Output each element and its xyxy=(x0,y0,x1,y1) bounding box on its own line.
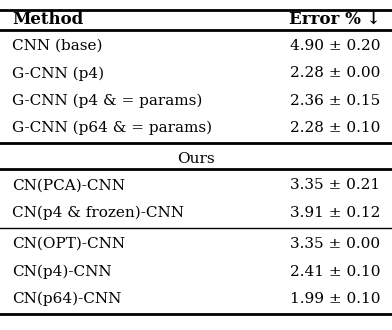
Text: CN(p64)-CNN: CN(p64)-CNN xyxy=(12,292,121,306)
Text: 2.41 ± 0.10: 2.41 ± 0.10 xyxy=(290,265,380,279)
Text: G-CNN (p4): G-CNN (p4) xyxy=(12,66,104,81)
Text: CN(p4 & frozen)-CNN: CN(p4 & frozen)-CNN xyxy=(12,206,184,220)
Text: Ours: Ours xyxy=(177,152,215,166)
Text: CNN (base): CNN (base) xyxy=(12,39,102,53)
Text: 3.91 ± 0.12: 3.91 ± 0.12 xyxy=(290,206,380,220)
Text: 2.28 ± 0.10: 2.28 ± 0.10 xyxy=(290,121,380,135)
Text: 3.35 ± 0.21: 3.35 ± 0.21 xyxy=(290,179,380,192)
Text: 1.99 ± 0.10: 1.99 ± 0.10 xyxy=(290,292,380,306)
Text: CN(PCA)-CNN: CN(PCA)-CNN xyxy=(12,179,125,192)
Text: CN(p4)-CNN: CN(p4)-CNN xyxy=(12,264,111,279)
Text: G-CNN (p4 & = params): G-CNN (p4 & = params) xyxy=(12,93,202,108)
Text: 2.36 ± 0.15: 2.36 ± 0.15 xyxy=(290,94,380,108)
Text: Error % ↓: Error % ↓ xyxy=(289,11,380,28)
Text: Method: Method xyxy=(12,11,83,28)
Text: 3.35 ± 0.00: 3.35 ± 0.00 xyxy=(290,237,380,251)
Text: CN(OPT)-CNN: CN(OPT)-CNN xyxy=(12,237,125,251)
Text: 2.28 ± 0.00: 2.28 ± 0.00 xyxy=(290,66,380,80)
Text: G-CNN (p64 & = params): G-CNN (p64 & = params) xyxy=(12,121,212,135)
Text: 4.90 ± 0.20: 4.90 ± 0.20 xyxy=(290,39,380,53)
